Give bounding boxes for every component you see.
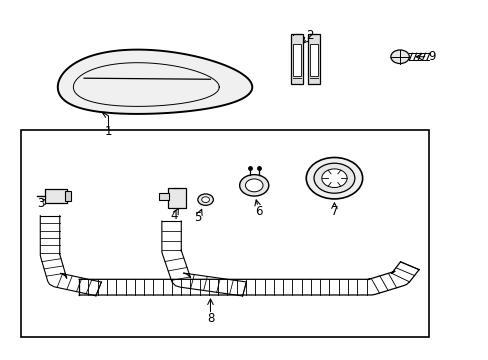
Polygon shape [58,50,252,114]
Bar [290,33,302,84]
Bar [167,188,186,207]
Text: 8: 8 [206,312,214,325]
Bar [159,193,168,200]
Bar [65,192,71,201]
Circle shape [321,169,346,188]
Circle shape [239,175,268,196]
Text: 6: 6 [255,204,262,217]
Circle shape [305,157,362,199]
Bar [309,44,317,76]
Circle shape [245,179,263,192]
Circle shape [201,197,209,203]
Bar [21,130,428,337]
Circle shape [198,194,213,205]
Text: 4: 4 [170,209,178,222]
Text: 7: 7 [330,204,338,217]
Circle shape [390,50,408,64]
Bar [45,189,67,203]
Text: 5: 5 [194,211,202,224]
Text: 2: 2 [306,29,313,42]
Text: 9: 9 [427,50,434,63]
Bar [307,33,319,84]
Bar [292,44,300,76]
Text: 3: 3 [38,197,45,210]
Circle shape [313,163,354,193]
Text: 1: 1 [104,125,112,138]
